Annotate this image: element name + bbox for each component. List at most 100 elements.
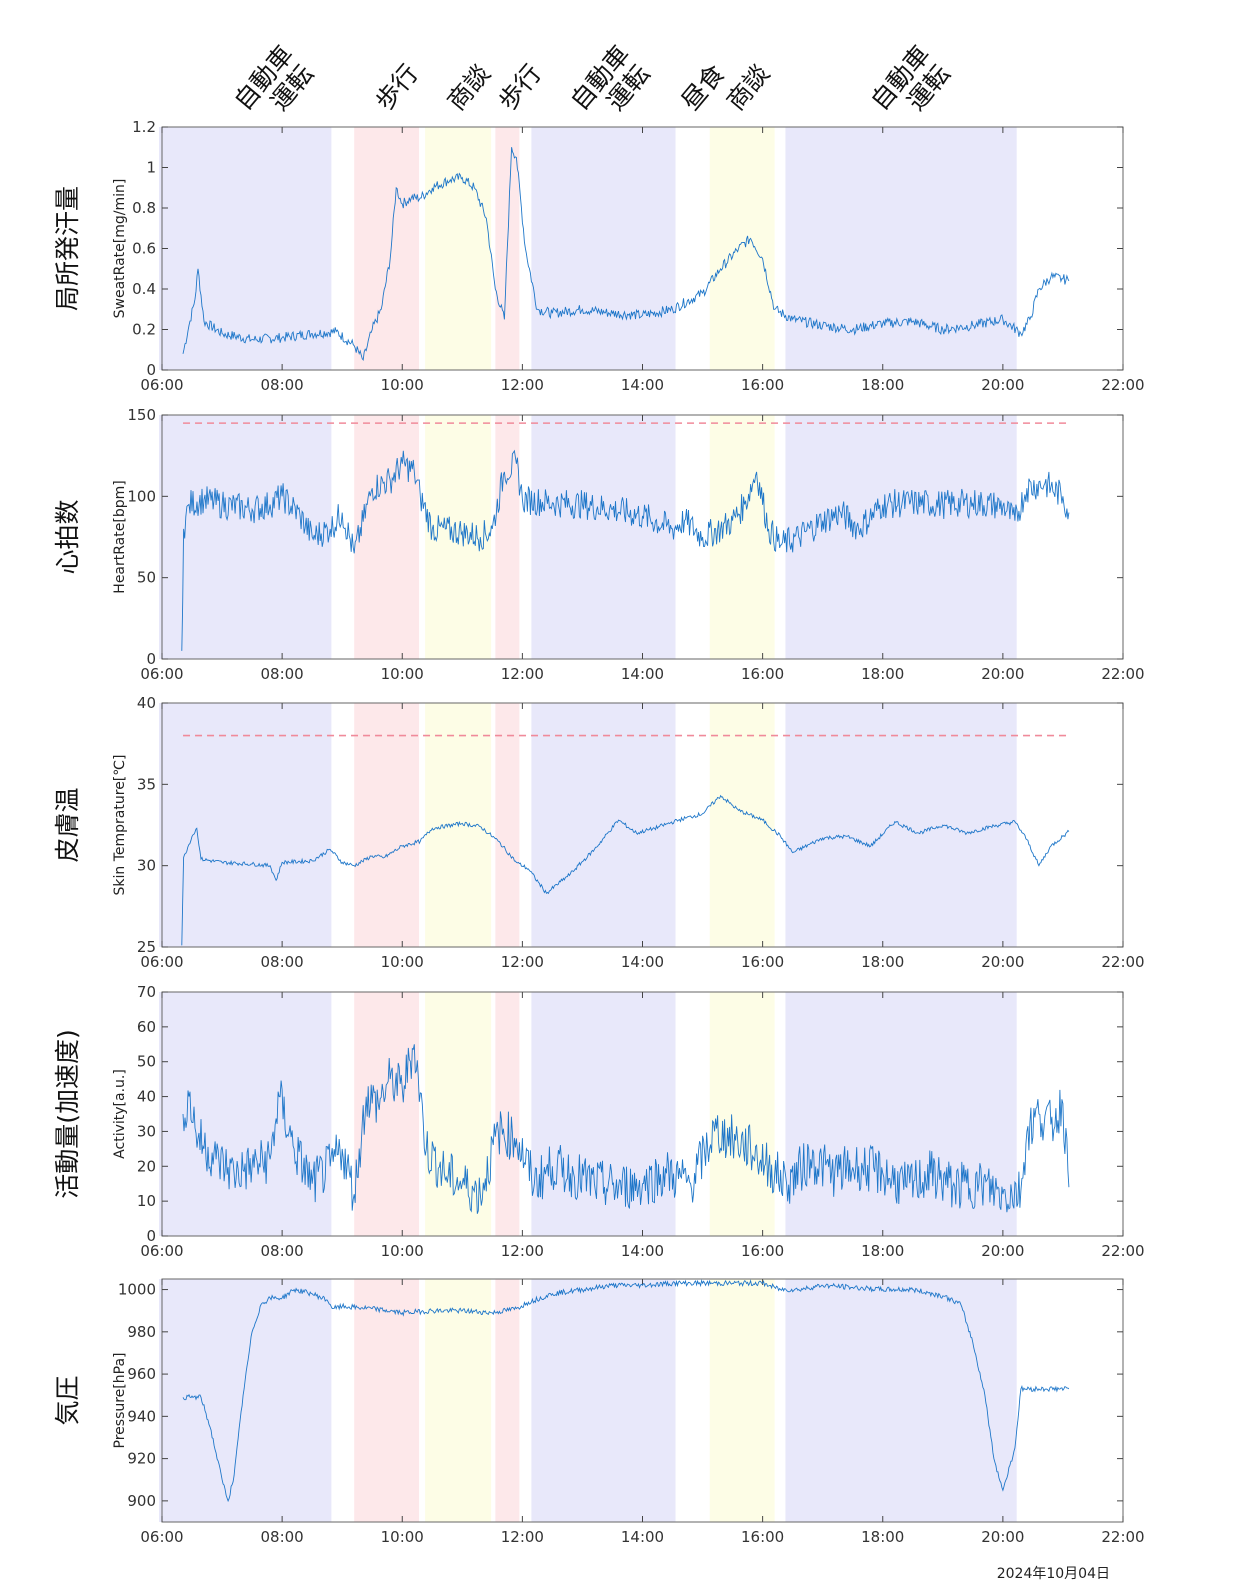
- activity-band: [785, 1279, 1017, 1522]
- chart-panels: 0 0.2 0.4 0.6 0.8 1 1.2 06:00 08:00 10:00 12:00 14:…: [53, 118, 1145, 1546]
- x-tick-label: 10:00: [381, 665, 424, 683]
- activity-label-line: 昼食: [676, 59, 730, 116]
- activity-label: 歩行: [493, 59, 547, 116]
- activity-band: [785, 127, 1017, 370]
- x-tick-label: 16:00: [741, 665, 784, 683]
- y-tick-label: 30: [137, 1122, 156, 1140]
- x-tick-label: 22:00: [1101, 953, 1144, 971]
- data-series-line: [181, 794, 1070, 946]
- y-tick-label: 35: [137, 775, 156, 793]
- y-tick-label: 1.2: [132, 118, 156, 136]
- x-tick-label: 16:00: [741, 1528, 784, 1546]
- y-tick-label: 1000: [118, 1281, 156, 1299]
- date-label: 2024年10月04日: [997, 1566, 1110, 1581]
- activity-band: [709, 127, 775, 370]
- x-tick-label: 16:00: [741, 1242, 784, 1260]
- x-tick-label: 14:00: [621, 665, 664, 683]
- y-tick-label: 25: [137, 938, 156, 956]
- activity-band: [354, 703, 420, 947]
- activity-band: [785, 703, 1017, 947]
- x-tick-label: 20:00: [981, 665, 1024, 683]
- y-tick-label: 30: [137, 857, 156, 875]
- x-tick-label: 08:00: [261, 376, 304, 394]
- y-tick-label: 1: [146, 159, 156, 177]
- activity-label-line: 歩行: [370, 59, 424, 116]
- activity-label-line: 商談: [721, 59, 775, 116]
- x-tick-label: 20:00: [981, 953, 1024, 971]
- activity-label-line: 歩行: [493, 59, 547, 116]
- x-tick-label: 22:00: [1101, 665, 1144, 683]
- x-tick-label: 12:00: [501, 1242, 544, 1260]
- x-tick-label: 18:00: [861, 1242, 904, 1260]
- x-tick-label: 06:00: [140, 1528, 183, 1546]
- activity-band: [531, 127, 676, 370]
- x-tick-label: 16:00: [741, 953, 784, 971]
- y-axis-label: SweatRate[mg/min]: [112, 179, 128, 319]
- activity-band: [531, 703, 676, 947]
- activity-band: [709, 415, 775, 659]
- y-tick-label: 60: [137, 1018, 156, 1036]
- x-tick-label: 22:00: [1101, 1528, 1144, 1546]
- activity-band: [354, 127, 420, 370]
- y-tick-label: 940: [127, 1407, 156, 1425]
- x-tick-label: 16:00: [741, 376, 784, 394]
- y-tick-label: 900: [127, 1492, 156, 1510]
- activity-band: [354, 1279, 420, 1522]
- x-tick-label: 06:00: [140, 376, 183, 394]
- x-tick-label: 18:00: [861, 376, 904, 394]
- activity-band: [709, 1279, 775, 1522]
- activity-label-line: 商談: [442, 59, 496, 116]
- y-tick-label: 50: [137, 569, 156, 587]
- y-axis-label: Activity[a.u.]: [112, 1069, 128, 1159]
- y-tick-label: 0.8: [132, 199, 156, 217]
- panel-title: 局所発汗量: [53, 186, 82, 311]
- y-tick-label: 960: [127, 1365, 156, 1383]
- chart-panel: 0 50 100 150 06:00 08:00 10:00 12:00 14:00 16:00 1…: [53, 406, 1145, 683]
- activity-label: 昼食: [676, 59, 730, 116]
- x-tick-label: 22:00: [1101, 376, 1144, 394]
- x-tick-label: 20:00: [981, 1528, 1024, 1546]
- activity-label: 商談: [442, 59, 496, 116]
- activity-band: [785, 415, 1017, 659]
- y-tick-label: 40: [137, 694, 156, 712]
- x-tick-label: 14:00: [621, 1242, 664, 1260]
- y-tick-label: 920: [127, 1450, 156, 1468]
- x-tick-label: 12:00: [501, 1528, 544, 1546]
- activity-label: 歩行: [370, 59, 424, 116]
- activity-band: [158, 1279, 332, 1522]
- y-tick-label: 0.2: [132, 321, 156, 339]
- activity-band: [158, 992, 332, 1236]
- chart-panel: 900 920 940 960 980 1000 06:00 08:00 10:00 12:00 1…: [53, 1278, 1145, 1546]
- x-tick-label: 14:00: [621, 953, 664, 971]
- x-tick-label: 08:00: [261, 1528, 304, 1546]
- panel-title: 皮膚温: [53, 787, 82, 862]
- y-tick-label: 20: [137, 1157, 156, 1175]
- x-tick-label: 10:00: [381, 953, 424, 971]
- x-tick-label: 14:00: [621, 376, 664, 394]
- panel-title: 活動量(加速度): [53, 1029, 82, 1199]
- x-tick-label: 12:00: [501, 953, 544, 971]
- x-tick-label: 22:00: [1101, 1242, 1144, 1260]
- chart-panel: 0 10 20 30 40 50 60 70 06:00 08:00 10:00 12:00 14:00…: [53, 983, 1145, 1260]
- activity-band: [531, 992, 676, 1236]
- y-tick-label: 0.6: [132, 240, 156, 258]
- activity-band: [425, 1279, 492, 1522]
- x-tick-label: 06:00: [140, 953, 183, 971]
- activity-band: [158, 415, 332, 659]
- y-tick-label: 40: [137, 1088, 156, 1106]
- activity-band: [158, 703, 332, 947]
- chart-panel: 25 30 35 40 06:00 08:00 10:00 12:00 14:00 16:00 18…: [53, 694, 1145, 971]
- x-tick-label: 18:00: [861, 1528, 904, 1546]
- activity-band: [495, 415, 520, 659]
- x-tick-label: 06:00: [140, 665, 183, 683]
- y-tick-label: 0.4: [132, 280, 156, 298]
- x-tick-label: 10:00: [381, 1242, 424, 1260]
- y-axis-label: HeartRate[bpm]: [112, 480, 128, 593]
- y-tick-label: 10: [137, 1192, 156, 1210]
- x-tick-label: 12:00: [501, 665, 544, 683]
- x-tick-label: 06:00: [140, 1242, 183, 1260]
